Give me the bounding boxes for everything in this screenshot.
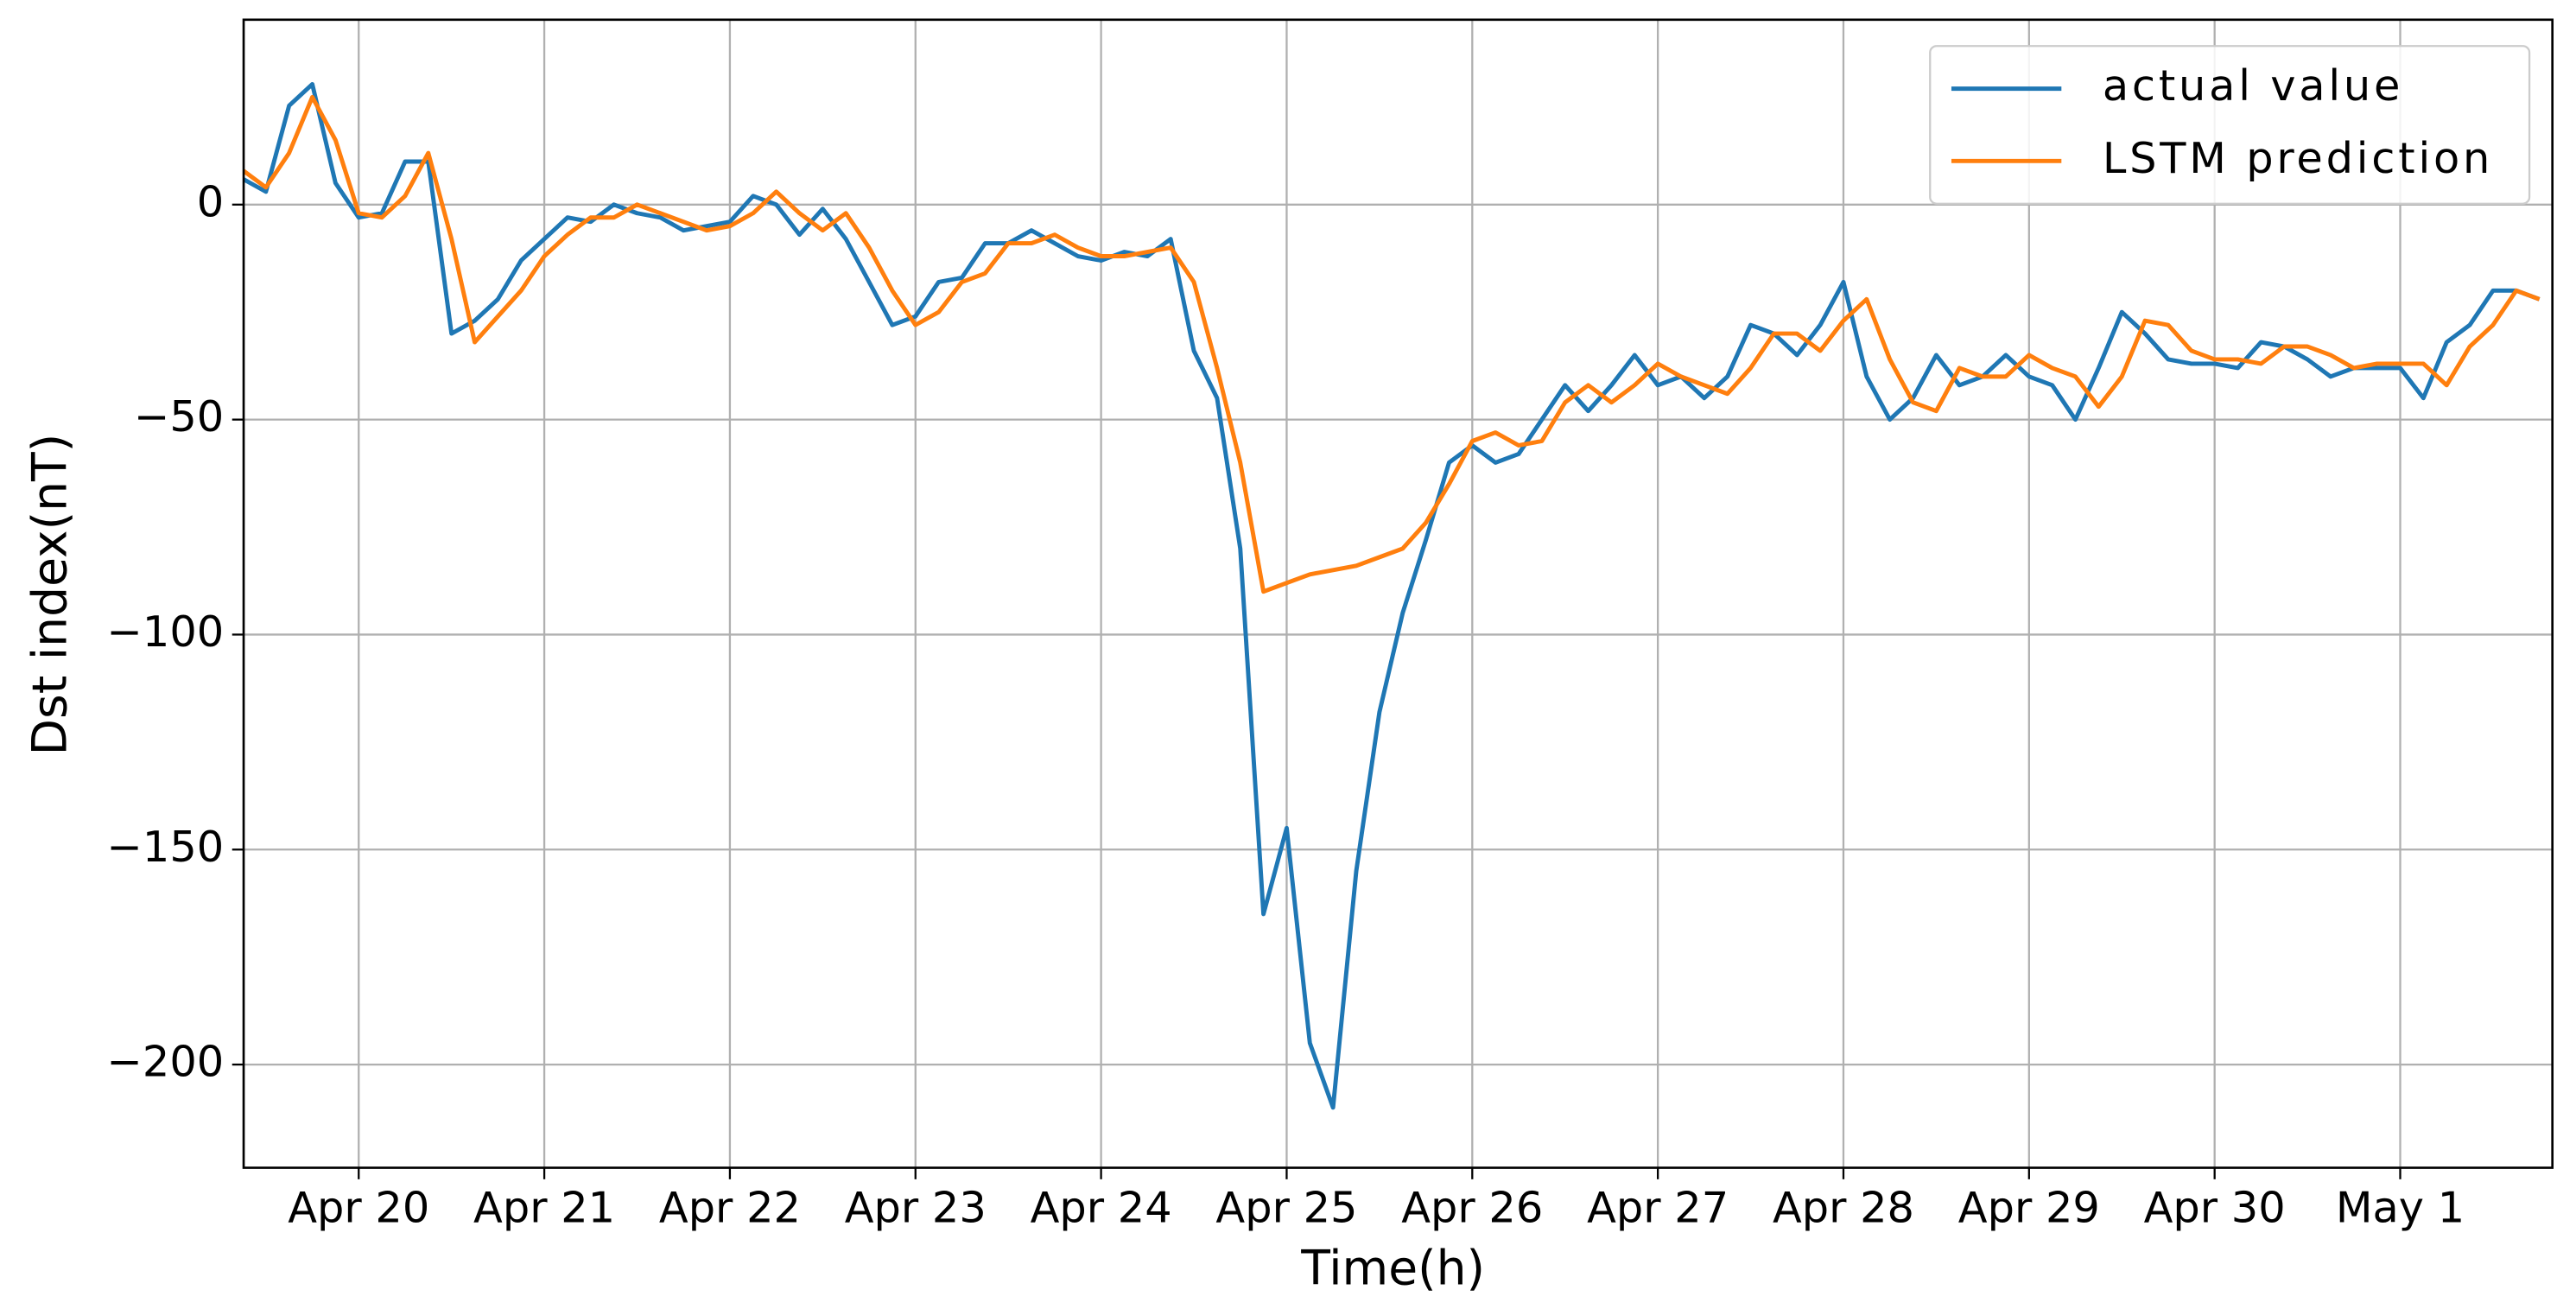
x-tick-label: Apr 30 — [2144, 1182, 2286, 1232]
y-tick-label: −200 — [107, 1037, 225, 1087]
x-tick-label: Apr 29 — [1958, 1182, 2100, 1232]
plot-frame — [242, 18, 2554, 1169]
legend-label: LSTM prediction — [2103, 133, 2493, 183]
x-tick-label: Apr 26 — [1401, 1182, 1543, 1232]
y-tick-label: −150 — [107, 822, 225, 872]
x-tick-label: Apr 24 — [1031, 1182, 1172, 1232]
legend-box — [1929, 45, 2531, 205]
x-tick-label: Apr 22 — [659, 1182, 801, 1232]
legend-label: actual value — [2103, 60, 2403, 111]
x-tick-label: Apr 28 — [1773, 1182, 1914, 1232]
y-tick-label: −100 — [107, 607, 225, 657]
x-tick-label: Apr 23 — [845, 1182, 987, 1232]
data-line — [244, 81, 2541, 1110]
data-line — [244, 94, 2541, 594]
y-axis-label: Dst index(nT) — [22, 434, 78, 756]
x-tick-label: Apr 25 — [1215, 1182, 1357, 1232]
x-tick-label: May 1 — [2336, 1182, 2465, 1232]
y-tick-label: 0 — [197, 176, 224, 226]
y-tick-label: −50 — [134, 391, 224, 442]
x-axis-label: Time(h) — [1300, 1240, 1485, 1295]
x-tick-label: Apr 21 — [473, 1182, 615, 1232]
x-tick-label: Apr 20 — [288, 1182, 429, 1232]
x-tick-label: Apr 27 — [1587, 1182, 1729, 1232]
